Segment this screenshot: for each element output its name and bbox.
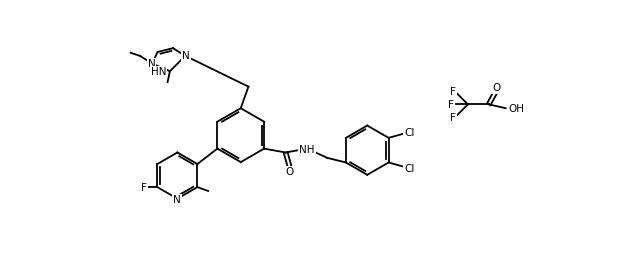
Text: O: O: [285, 167, 294, 177]
Text: N: N: [182, 51, 190, 61]
Text: O: O: [492, 83, 500, 93]
Text: N: N: [174, 195, 181, 205]
Text: HN: HN: [151, 67, 166, 77]
Text: N: N: [148, 59, 155, 69]
Text: OH: OH: [508, 104, 524, 114]
Text: NH: NH: [299, 145, 315, 155]
Text: F: F: [450, 87, 456, 97]
Text: Cl: Cl: [404, 128, 414, 139]
Text: F: F: [450, 113, 456, 124]
Text: F: F: [448, 100, 454, 110]
Text: F: F: [141, 183, 146, 193]
Text: Cl: Cl: [404, 164, 414, 174]
